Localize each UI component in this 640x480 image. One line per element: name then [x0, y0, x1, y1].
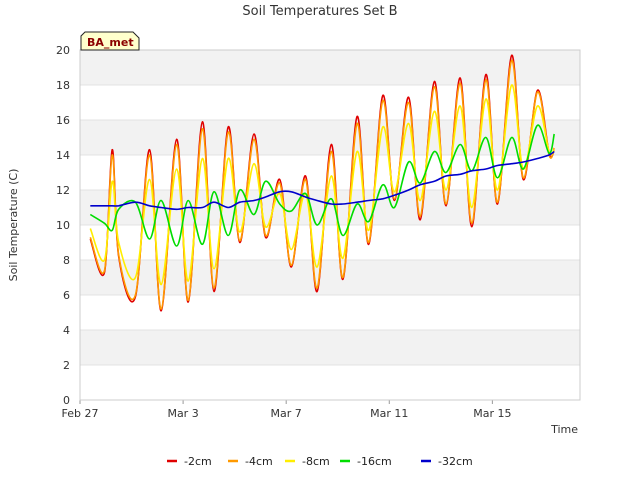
site-tag: BA_met — [80, 31, 140, 51]
y-tick-label: 4 — [63, 324, 70, 337]
y-tick-label: 0 — [63, 394, 70, 407]
x-tick-label: Mar 15 — [473, 407, 511, 420]
legend-label: -2cm — [184, 455, 212, 468]
y-tick-label: 20 — [56, 44, 70, 57]
legend-label: -4cm — [245, 455, 273, 468]
x-tick-label: Feb 27 — [62, 407, 99, 420]
y-tick-label: 2 — [63, 359, 70, 372]
grid-band — [80, 260, 580, 295]
legend: -2cm -4cm -8cm -16cm -32cm — [167, 455, 473, 468]
grid-band — [80, 330, 580, 365]
y-tick-label: 14 — [56, 149, 70, 162]
x-tick-label: Mar 11 — [370, 407, 408, 420]
x-tick-label: Mar 3 — [167, 407, 198, 420]
chart-title: Soil Temperatures Set B — [242, 4, 397, 19]
grid-band — [80, 50, 580, 85]
legend-label: -16cm — [357, 455, 392, 468]
y-tick-label: 18 — [56, 79, 70, 92]
x-axis-label: Time — [550, 423, 578, 436]
series-lines — [89, 54, 555, 312]
grid-band — [80, 85, 580, 120]
y-tick-label: 8 — [63, 254, 70, 267]
site-tag-label: BA_met — [87, 36, 134, 49]
plot-frame — [79, 49, 581, 401]
grid-band — [80, 225, 580, 260]
y-tick-label: 6 — [63, 289, 70, 302]
site-tag-box — [80, 31, 140, 51]
legend-label: -32cm — [438, 455, 473, 468]
y-axis-label: Soil Temperature (C) — [7, 169, 20, 282]
grid-band — [80, 295, 580, 330]
x-axis-ticks: Feb 27 Mar 3 Mar 7 Mar 11 Mar 15 — [62, 400, 511, 420]
x-tick-label: Mar 7 — [271, 407, 302, 420]
series-line-neg32cm — [90, 150, 555, 211]
legend-label: -8cm — [302, 455, 330, 468]
y-axis-ticks: 0 2 4 6 8 10 12 14 16 18 20 — [56, 44, 70, 407]
grid-band — [80, 365, 580, 400]
y-tick-label: 10 — [56, 219, 70, 232]
y-tick-label: 16 — [56, 114, 70, 127]
series-line-neg16cm — [89, 124, 555, 247]
y-tick-label: 12 — [56, 184, 70, 197]
